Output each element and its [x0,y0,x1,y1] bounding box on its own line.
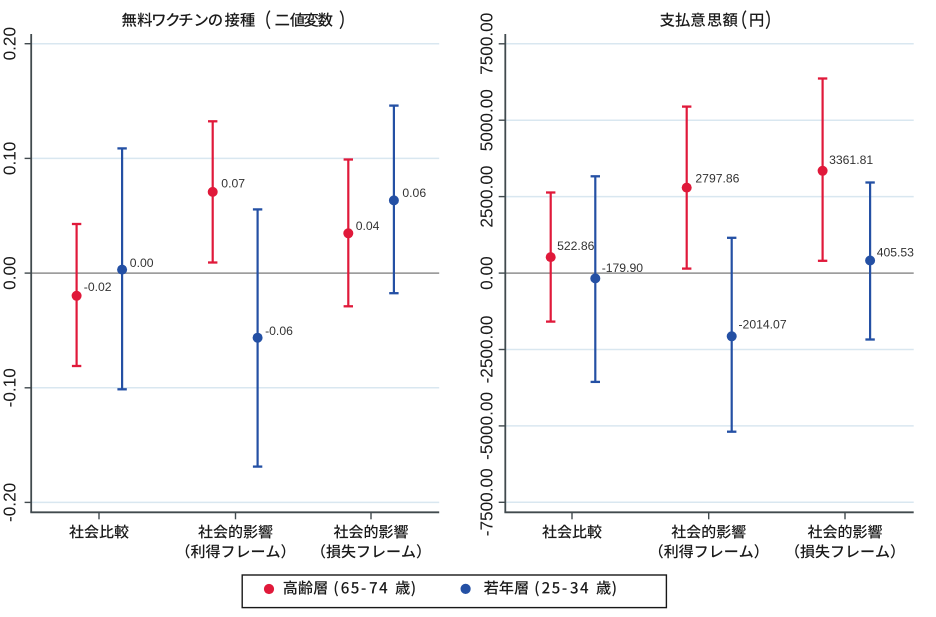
svg-text:3361.81: 3361.81 [829,153,873,167]
svg-text:7500.00: 7500.00 [476,13,496,75]
svg-text:-2014.07: -2014.07 [739,318,787,332]
svg-text:-5000.00: -5000.00 [476,392,496,460]
svg-text:0.00: 0.00 [130,256,154,270]
svg-text:0.00: 0.00 [0,256,19,289]
svg-text:5000.00: 5000.00 [476,89,496,151]
svg-text:0.06: 0.06 [402,186,426,200]
svg-text:-7500.00: -7500.00 [476,468,496,536]
svg-text:-2500.00: -2500.00 [476,316,496,384]
svg-text:0.04: 0.04 [356,219,380,233]
svg-text:0.20: 0.20 [0,27,19,60]
svg-text:522.86: 522.86 [557,239,594,253]
svg-text:2797.86: 2797.86 [695,172,739,186]
svg-text:-0.02: -0.02 [84,280,112,294]
svg-text:-0.20: -0.20 [0,483,19,522]
svg-text:-0.10: -0.10 [0,368,19,407]
svg-text:-0.06: -0.06 [265,324,293,338]
svg-text:2500.00: 2500.00 [476,166,496,228]
svg-text:0.00: 0.00 [476,256,496,289]
svg-text:0.07: 0.07 [221,177,245,191]
svg-text:0.10: 0.10 [0,142,19,175]
svg-text:405.53: 405.53 [877,246,914,260]
svg-text:-179.90: -179.90 [602,261,644,275]
